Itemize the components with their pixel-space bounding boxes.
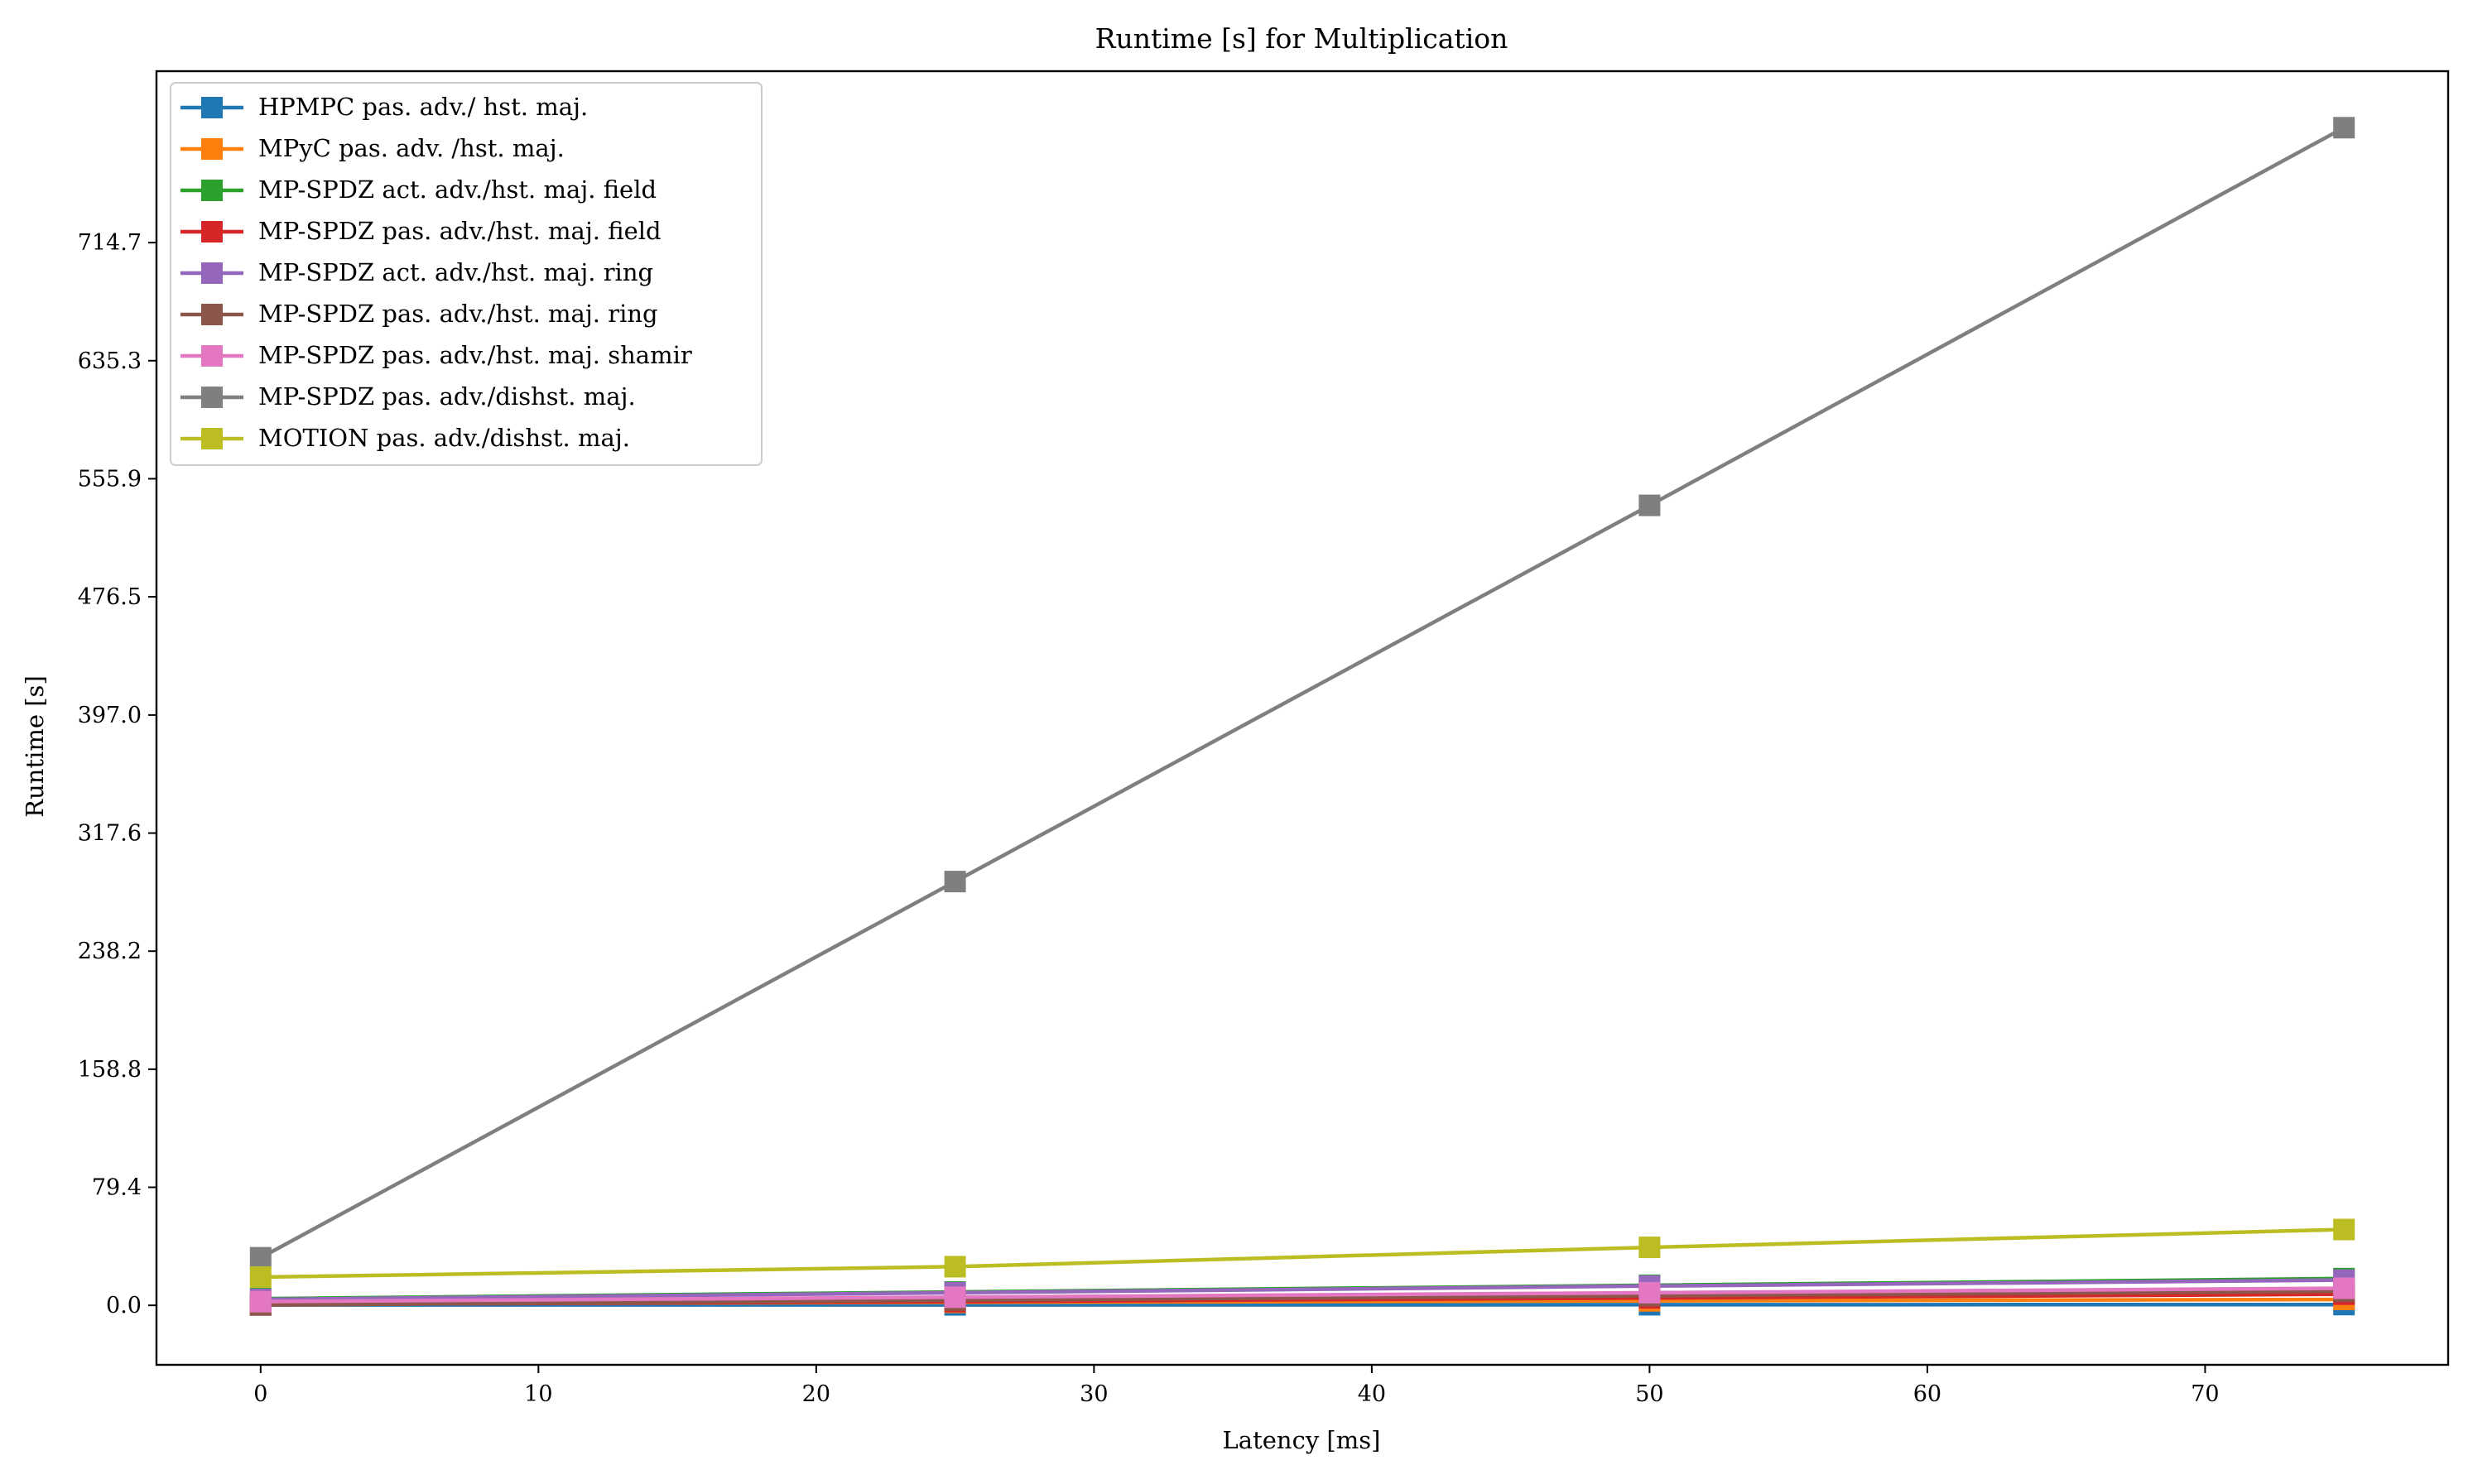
y-tick-label: 238.2 [78, 939, 142, 964]
legend-label: MP-SPDZ pas. adv./hst. maj. field [258, 217, 662, 245]
y-axis-label: Runtime [s] [21, 675, 49, 818]
x-tick-label: 60 [1913, 1381, 1941, 1407]
y-tick-label: 635.3 [78, 348, 142, 374]
legend-label: MOTION pas. adv./dishst. maj. [258, 424, 630, 452]
legend-label: MP-SPDZ act. adv./hst. maj. ring [258, 258, 653, 286]
x-tick-label: 50 [1635, 1381, 1663, 1407]
legend-label: MPyC pas. adv. /hst. maj. [258, 134, 565, 162]
data-point [1638, 1282, 1660, 1304]
legend-marker [201, 180, 223, 201]
legend-label: MP-SPDZ act. adv./hst. maj. field [258, 175, 657, 204]
x-tick-label: 40 [1358, 1381, 1386, 1407]
x-tick-label: 20 [802, 1381, 830, 1407]
legend-marker [201, 262, 223, 284]
data-point [250, 1291, 272, 1313]
data-point [945, 1256, 966, 1277]
chart-title: Runtime [s] for Multiplication [1095, 22, 1508, 55]
legend-marker [201, 387, 223, 408]
y-tick-label: 317.6 [78, 821, 142, 847]
data-point [250, 1247, 272, 1269]
legend-label: MP-SPDZ pas. adv./hst. maj. ring [258, 300, 658, 328]
y-tick-label: 0.0 [106, 1293, 142, 1318]
data-point [2333, 117, 2355, 138]
data-point [2333, 1277, 2355, 1299]
data-point [250, 1266, 272, 1288]
y-tick-label: 397.0 [78, 703, 142, 728]
x-tick-label: 0 [253, 1381, 267, 1407]
legend-marker [201, 138, 223, 160]
y-tick-label: 555.9 [78, 466, 142, 492]
y-tick-label: 79.4 [92, 1174, 142, 1200]
legend-marker [201, 345, 223, 367]
legend-marker [201, 97, 223, 118]
y-tick-label: 158.8 [78, 1057, 142, 1083]
data-point [2333, 1219, 2355, 1241]
x-axis-label: Latency [ms] [1223, 1426, 1381, 1454]
legend-marker [201, 221, 223, 243]
data-point [1638, 1237, 1660, 1258]
y-tick-label: 714.7 [78, 230, 142, 256]
legend: HPMPC pas. adv./ hst. maj. MPyC pas. adv.… [171, 83, 762, 465]
x-tick-label: 30 [1080, 1381, 1108, 1407]
legend-label: MP-SPDZ pas. adv./hst. maj. shamir [258, 341, 692, 369]
legend-label: HPMPC pas. adv./ hst. maj. [258, 93, 588, 121]
data-point [945, 1286, 966, 1308]
legend-label: MP-SPDZ pas. adv./dishst. maj. [258, 382, 636, 411]
data-point [1638, 495, 1660, 516]
legend-marker [201, 428, 223, 449]
y-tick-label: 476.5 [78, 584, 142, 610]
x-tick-label: 70 [2191, 1381, 2219, 1407]
x-tick-label: 10 [524, 1381, 552, 1407]
data-point [945, 871, 966, 892]
legend-marker [201, 304, 223, 325]
